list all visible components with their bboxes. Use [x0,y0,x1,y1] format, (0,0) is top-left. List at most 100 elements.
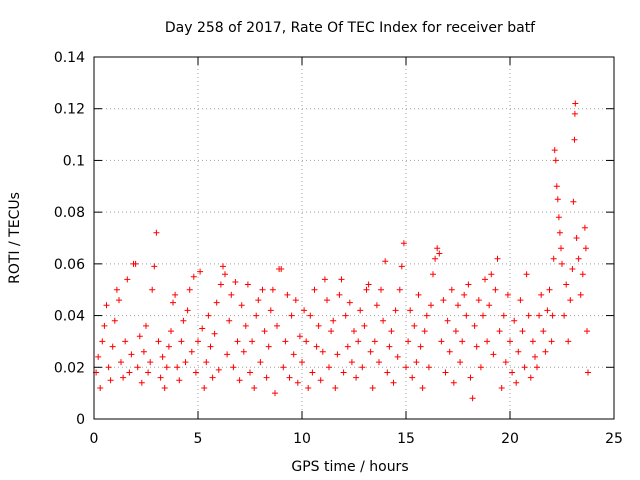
data-point [330,317,337,324]
y-tick-label: 0.04 [54,309,85,325]
data-point [556,229,563,236]
data-point [527,374,534,381]
data-point [296,333,303,340]
data-point [400,240,407,247]
data-point [407,307,414,314]
data-point [280,364,287,371]
data-point [263,374,270,381]
data-point [163,364,170,371]
data-point [180,317,187,324]
data-point [382,258,389,265]
data-point [448,286,455,293]
data-point [434,245,441,252]
data-point [199,325,206,332]
data-point [109,343,116,350]
y-tick-label: 0.02 [54,360,85,376]
y-axis-label: ROTI / TECUs [7,192,23,284]
data-point [553,183,560,190]
data-point [197,268,204,275]
data-point [222,271,228,278]
data-point [532,353,538,360]
data-point [521,364,528,371]
data-point [373,302,380,309]
data-point [338,276,345,283]
data-point [305,385,312,391]
data-point [342,312,349,319]
data-point [552,157,559,164]
data-point [97,385,104,391]
data-point [582,245,589,252]
data-point [282,338,289,345]
data-point [234,338,241,345]
data-point [421,328,428,335]
data-point [201,385,208,391]
data-point [122,338,129,345]
data-point [303,338,310,345]
data-point [415,291,422,298]
data-point [469,395,476,402]
data-point [365,281,372,288]
data-point [577,291,584,298]
data-point [477,364,484,371]
data-point [452,328,459,335]
data-point [274,322,280,329]
data-point [143,322,149,329]
data-point [371,338,378,345]
data-point [380,317,387,324]
x-tick-label: 20 [501,431,519,447]
data-point [136,333,143,340]
data-point [359,364,366,371]
data-point [215,366,222,373]
data-point [315,322,322,329]
data-point [247,369,253,376]
data-point [546,286,553,293]
data-point [569,266,576,272]
data-point [513,379,520,386]
data-point [467,374,474,381]
data-point [558,245,564,252]
data-point [488,271,495,278]
data-point [436,250,443,257]
data-point [317,377,324,384]
data-point [140,348,147,355]
y-tick-label: 0.06 [54,257,85,273]
data-point [411,322,418,329]
data-point [572,100,579,107]
data-point [498,385,505,391]
data-point [480,312,486,319]
data-point [444,317,451,324]
data-point [170,299,176,306]
data-point [111,317,118,324]
chart-title: Day 258 of 2017, Rate Of TEC Index for r… [165,20,536,36]
data-point [309,369,316,376]
data-point [484,338,491,345]
data-point [409,374,416,381]
data-point [101,322,108,329]
data-point [403,364,409,371]
data-point [203,359,210,366]
data-point [192,369,199,376]
y-tick-label: 0 [76,412,85,428]
data-point [438,338,445,345]
data-point [571,110,578,117]
data-point [149,286,156,293]
data-point [145,369,152,376]
data-point [430,271,436,278]
data-point [230,364,237,371]
data-point [257,359,264,366]
data-point [442,369,449,376]
data-point [551,147,558,154]
data-point [565,338,572,345]
data-point [367,348,374,355]
data-point [425,364,432,371]
data-point [525,312,532,319]
data-point [504,291,511,298]
data-point [461,291,468,298]
data-point [376,359,382,366]
x-tick-label: 0 [90,431,99,447]
data-point [357,307,364,314]
data-point [515,348,522,355]
data-point [548,338,555,345]
data-point [440,297,447,304]
